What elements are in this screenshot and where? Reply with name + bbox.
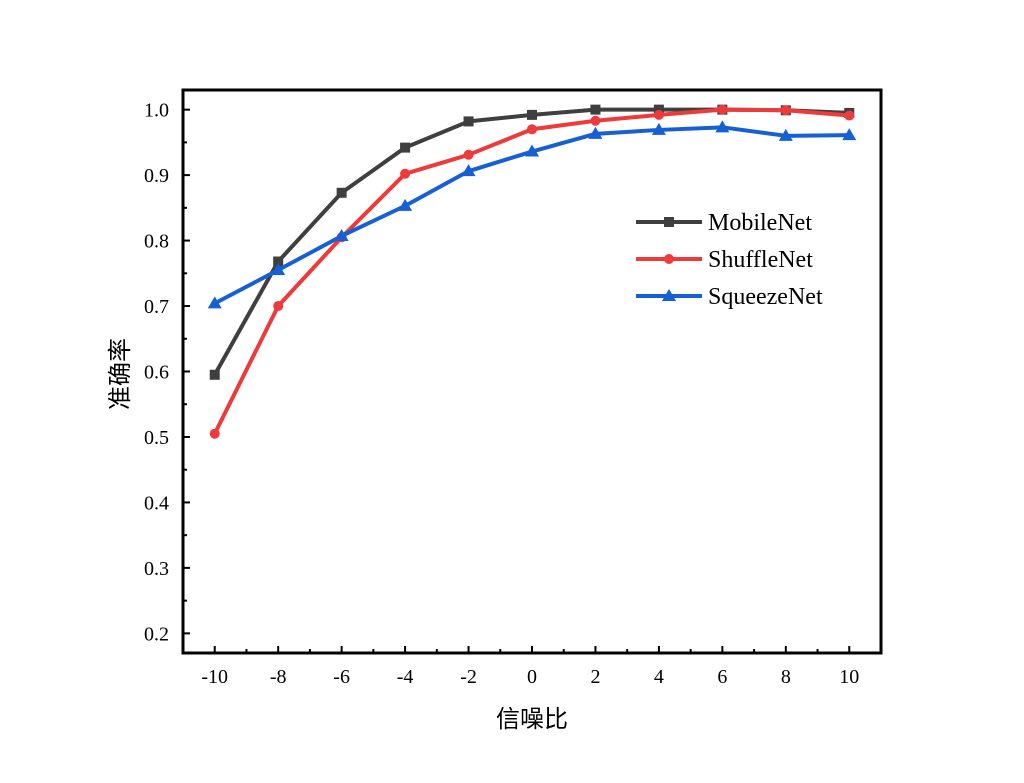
data-point [209,369,220,380]
y-tick-label: 0.6 [144,362,169,384]
x-tick-label: 6 [717,666,727,688]
x-tick-label: -4 [397,666,414,688]
x-tick-label: 4 [654,666,664,688]
y-tick-label: 0.3 [144,558,169,580]
x-tick-label: 10 [839,666,859,688]
data-point [334,228,349,241]
data-point [842,128,857,141]
legend: MobileNet ShuffleNet SqueezeNet [636,210,823,310]
x-tick-label: -6 [333,666,350,688]
data-point [398,198,413,211]
y-tick-label: 0.7 [144,296,169,318]
x-tick-label: 0 [527,666,537,688]
series-shufflenet [209,104,855,439]
data-point [780,105,791,116]
data-point [461,164,476,177]
data-point [778,128,793,141]
y-tick-label: 0.4 [144,492,169,514]
legend-label: MobileNet [708,210,812,236]
data-point [400,142,411,153]
y-tick-label: 0.5 [144,427,169,449]
data-point [273,301,284,312]
x-axis-title: 信噪比 [496,705,568,733]
x-tick-label: 2 [590,666,600,688]
legend-swatch-marker [664,254,674,264]
data-point [588,126,603,139]
y-tick-label: 0.2 [144,623,169,645]
x-tick-label: -10 [201,666,228,688]
y-tick-label: 0.9 [144,165,169,187]
data-point [590,104,601,115]
legend-label: ShuffleNet [708,247,813,273]
data-point [336,187,347,198]
data-point [400,168,411,179]
y-axis-title: 准确率 [106,338,134,410]
x-tick-label: -8 [270,666,287,688]
legend-swatch-marker [662,289,676,301]
legend-item-squeezenet: SqueezeNet [636,284,823,310]
data-point [463,149,474,160]
data-point [207,296,222,309]
legend-swatch-marker [664,217,674,227]
legend-item-mobilenet: MobileNet [636,210,812,236]
data-point [844,110,855,121]
data-point [271,263,286,276]
data-point [651,122,666,135]
data-point [525,144,539,157]
data-point [527,109,537,120]
data-point [590,115,601,126]
data-point [715,120,730,133]
legend-item-shufflenet: ShuffleNet [636,247,813,273]
x-axis: -10 -8 -6 -4 -2 0 2 4 6 8 10 [201,646,859,688]
plot-frame [181,88,883,655]
x-tick-label: -2 [460,666,477,688]
x-tick-label: 8 [781,666,791,688]
data-point [273,256,284,267]
series-layer [207,104,857,439]
y-tick-label: 0.8 [144,231,169,253]
data-point [463,116,474,127]
y-axis: 0.2 0.3 0.4 0.5 0.6 0.7 0.8 0.9 1.0 [144,100,190,645]
series-squeezenet [207,120,857,309]
y-tick-label: 1.0 [144,100,169,122]
data-point [209,428,220,439]
data-point [717,104,728,115]
legend-label: SqueezeNet [708,284,823,310]
data-point [653,109,664,120]
data-point [527,124,537,135]
data-point [653,104,664,115]
